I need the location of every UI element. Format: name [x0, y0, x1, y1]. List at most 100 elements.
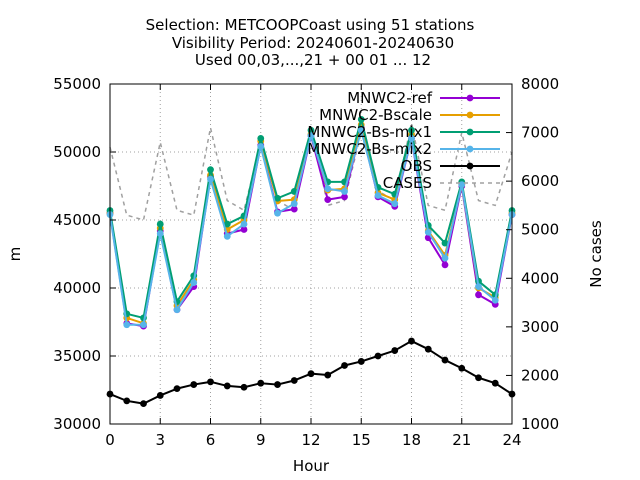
x-tick-label: 3 — [155, 431, 165, 449]
y-axis-label: m — [6, 247, 24, 262]
data-point — [466, 162, 474, 170]
data-point — [441, 356, 449, 364]
series-layer — [106, 115, 516, 407]
data-point — [441, 239, 449, 247]
data-point — [408, 337, 415, 345]
data-point — [223, 220, 231, 228]
data-point — [424, 228, 432, 236]
data-point — [240, 226, 248, 233]
data-point — [341, 193, 348, 201]
data-point — [391, 347, 399, 354]
x-tick-label: 15 — [352, 431, 371, 449]
data-point — [475, 291, 482, 299]
x-axis-label: Hour — [293, 457, 330, 475]
data-point — [408, 135, 415, 142]
data-point — [257, 135, 265, 142]
data-point — [290, 205, 298, 213]
legend-label: MNWC2-Bscale — [319, 106, 432, 124]
data-point — [140, 400, 147, 407]
data-point — [257, 143, 265, 150]
data-point — [274, 209, 281, 217]
legend-label: CASES — [383, 174, 432, 192]
data-point — [207, 166, 214, 174]
y2-tick-label: 1000 — [521, 415, 559, 433]
data-point — [223, 382, 231, 390]
data-point — [441, 261, 449, 269]
data-point — [190, 381, 198, 388]
y-tick-label: 30000 — [53, 415, 101, 433]
x-tick-label: 24 — [502, 431, 521, 449]
y2-tick-label: 8000 — [521, 75, 559, 93]
y-tick-label: 40000 — [53, 279, 101, 297]
data-point — [307, 126, 315, 134]
x-tick-label: 9 — [256, 431, 266, 449]
data-point — [324, 371, 332, 379]
data-point — [408, 126, 415, 134]
y-tick-label: 50000 — [53, 143, 101, 161]
data-point — [290, 200, 298, 208]
y2-tick-label: 3000 — [521, 318, 559, 336]
x-tick-label: 6 — [206, 431, 216, 449]
data-point — [374, 192, 382, 199]
data-point — [324, 185, 332, 193]
data-point — [466, 128, 474, 136]
title-line-1: Selection: METCOOPCoast using 51 station… — [146, 16, 475, 34]
data-point — [190, 279, 198, 286]
data-point — [491, 379, 499, 387]
data-point — [466, 145, 474, 153]
data-point — [240, 383, 248, 391]
data-point — [374, 352, 382, 360]
ticks: 0 3 6 9 12 15 18 21 24 30000 35000 40000 45000 50000 5… — [53, 75, 559, 449]
chart-title: Selection: METCOOPCoast using 51 station… — [146, 16, 475, 69]
data-point — [458, 181, 466, 189]
series-mnwc2-bs-mix2 — [106, 126, 516, 329]
data-point — [357, 126, 365, 134]
legend-label: MNWC2-Bs-mix1 — [307, 123, 432, 141]
y2-tick-label: 7000 — [521, 124, 559, 142]
data-point — [173, 385, 181, 393]
data-point — [466, 94, 474, 102]
data-point — [307, 370, 315, 378]
data-point — [140, 321, 147, 329]
data-point — [156, 392, 164, 399]
y2-tick-label: 2000 — [521, 366, 559, 384]
data-point — [156, 230, 164, 238]
x-tick-label: 0 — [105, 431, 115, 449]
data-point — [458, 364, 466, 372]
data-point — [441, 254, 449, 262]
data-point — [307, 132, 315, 140]
data-point — [156, 220, 164, 228]
x-tick-label: 18 — [402, 431, 421, 449]
title-line-3: Used 00,03,...,21 + 00 01 ... 12 — [195, 51, 431, 69]
data-point — [123, 321, 131, 329]
title-line-2: Visibility Period: 20240601-20240630 — [172, 34, 454, 52]
data-point — [173, 306, 181, 314]
x-tick-label: 21 — [452, 431, 471, 449]
data-point — [475, 374, 482, 382]
data-point — [341, 362, 348, 369]
data-point — [357, 115, 365, 123]
legend-label: OBS — [401, 157, 432, 175]
series-obs — [106, 337, 516, 407]
legend: MNWC2-refMNWC2-BscaleMNWC2-Bs-mix1MNWC2-… — [307, 89, 500, 192]
data-point — [240, 220, 248, 228]
y-tick-label: 45000 — [53, 211, 101, 229]
data-point — [424, 345, 432, 353]
data-point — [207, 378, 214, 386]
data-point — [274, 194, 281, 202]
y2-axis-label: No cases — [587, 220, 605, 288]
data-point — [257, 379, 265, 387]
data-point — [274, 381, 281, 388]
data-point — [357, 358, 365, 365]
y-tick-label: 55000 — [53, 75, 101, 93]
data-point — [391, 200, 399, 208]
data-point — [223, 232, 231, 240]
data-point — [324, 196, 332, 204]
data-point — [491, 296, 499, 304]
data-point — [475, 283, 482, 291]
y2-tick-label: 6000 — [521, 172, 559, 190]
legend-label: MNWC2-ref — [347, 89, 432, 107]
data-point — [466, 111, 474, 119]
data-point — [123, 397, 131, 405]
